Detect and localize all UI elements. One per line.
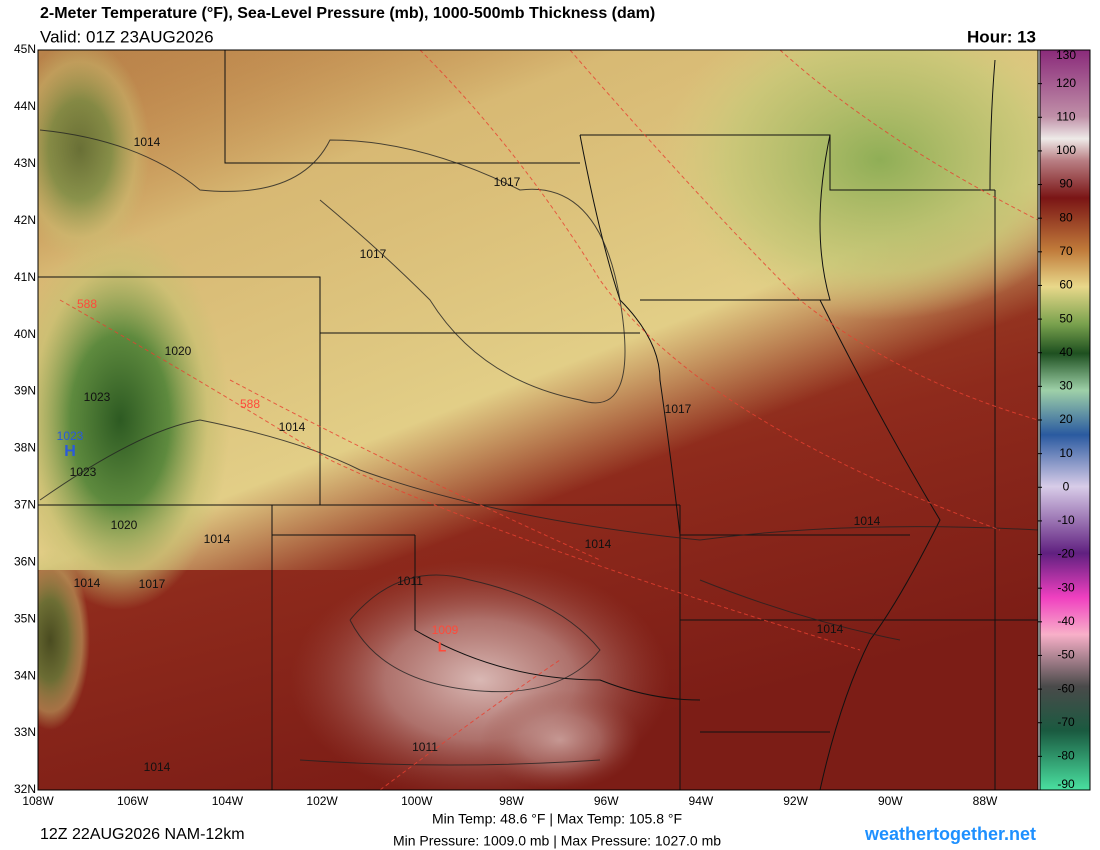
lat-label: 33N xyxy=(14,725,36,739)
lat-label: 43N xyxy=(14,156,36,170)
lat-label: 38N xyxy=(14,441,36,455)
colorbar-label: -90 xyxy=(1057,777,1075,791)
colorbar xyxy=(1039,49,1091,791)
colorbar-label: 60 xyxy=(1059,278,1073,292)
colorbar-label: 0 xyxy=(1063,479,1070,493)
contour-label: 1023 xyxy=(84,390,111,404)
colorbar-label: 90 xyxy=(1059,177,1073,191)
contour-label: 1014 xyxy=(585,537,612,551)
colorbar-label: -40 xyxy=(1057,614,1075,628)
colorbar-label: 40 xyxy=(1059,345,1073,359)
lon-label: 92W xyxy=(783,794,808,808)
colorbar-label: -30 xyxy=(1057,580,1075,594)
lat-label: 42N xyxy=(14,213,36,227)
colorbar-label: 120 xyxy=(1056,76,1076,90)
lon-label: 104W xyxy=(212,794,244,808)
contour-label: 1009 xyxy=(432,623,459,637)
colorbar-label: -70 xyxy=(1057,715,1075,729)
contour-label: 1014 xyxy=(74,576,101,590)
contour-label: 1014 xyxy=(134,135,161,149)
contour-label: 1011 xyxy=(412,740,438,754)
colorbar-label: 110 xyxy=(1056,109,1075,123)
lat-label: 35N xyxy=(14,611,36,625)
colorbar-label: 20 xyxy=(1059,412,1073,426)
lat-label: 45N xyxy=(14,42,36,56)
pressure-range: Min Pressure: 1009.0 mb | Max Pressure: … xyxy=(393,833,721,849)
contour-label: 1014 xyxy=(144,760,171,774)
colorbar-label: 100 xyxy=(1056,143,1076,157)
lat-label: 44N xyxy=(14,99,36,113)
colorbar-label: 10 xyxy=(1059,446,1073,460)
map xyxy=(38,50,1038,790)
contour-label: 1017 xyxy=(360,247,387,261)
contour-label: 1017 xyxy=(665,402,692,416)
lon-label: 88W xyxy=(973,794,998,808)
contour-label: 1014 xyxy=(817,622,844,636)
contour-label: 1014 xyxy=(204,532,231,546)
forecast-hour: Hour: 13 xyxy=(967,27,1036,46)
contour-label: 1017 xyxy=(494,175,521,189)
colorbar-label: 30 xyxy=(1059,379,1073,393)
lon-label: 106W xyxy=(117,794,149,808)
lon-label: 94W xyxy=(689,794,714,808)
colorbar-label: -60 xyxy=(1057,681,1075,695)
high-center: H xyxy=(64,443,76,460)
temp-range: Min Temp: 48.6 °F | Max Temp: 105.8 °F xyxy=(432,811,682,827)
colorbar-label: -20 xyxy=(1057,547,1075,561)
colorbar-label: 50 xyxy=(1059,311,1073,325)
contour-label: 1014 xyxy=(854,514,881,528)
lat-label: 37N xyxy=(14,498,36,512)
lat-label: 41N xyxy=(14,270,36,284)
lat-label: 32N xyxy=(14,782,36,796)
valid-time: Valid: 01Z 23AUG2026 xyxy=(40,27,214,46)
colorbar-label: 130 xyxy=(1056,48,1076,62)
lon-label: 90W xyxy=(878,794,903,808)
title: 2-Meter Temperature (°F), Sea-Level Pres… xyxy=(40,5,655,22)
colorbar-label: -80 xyxy=(1057,749,1075,763)
lon-label: 98W xyxy=(499,794,524,808)
colorbar-label: 70 xyxy=(1059,244,1073,258)
colorbar-label: -50 xyxy=(1057,648,1075,662)
lat-label: 34N xyxy=(14,668,36,682)
contour-label: 1017 xyxy=(139,577,166,591)
lat-label: 36N xyxy=(14,554,36,568)
low-center: L xyxy=(438,639,447,655)
colorbar-label: 80 xyxy=(1059,210,1073,224)
contour-label: 1023 xyxy=(57,429,84,443)
lon-label: 100W xyxy=(401,794,433,808)
contour-label: 1020 xyxy=(165,344,192,358)
lat-label: 40N xyxy=(14,327,36,341)
contour-label: 588 xyxy=(240,397,260,411)
lon-label: 108W xyxy=(22,794,54,808)
lon-label: 96W xyxy=(594,794,619,808)
site[interactable]: weathertogether.net xyxy=(864,824,1036,844)
contour-label: 588 xyxy=(77,297,97,311)
lon-label: 102W xyxy=(306,794,338,808)
lat-label: 39N xyxy=(14,384,36,398)
colorbar-label: -10 xyxy=(1057,513,1075,527)
model-run: 12Z 22AUG2026 NAM-12km xyxy=(40,826,245,843)
contour-label: 1011 xyxy=(397,574,423,588)
contour-label: 1023 xyxy=(70,465,97,479)
contour-label: 1020 xyxy=(111,518,138,532)
contour-label: 1014 xyxy=(279,420,306,434)
